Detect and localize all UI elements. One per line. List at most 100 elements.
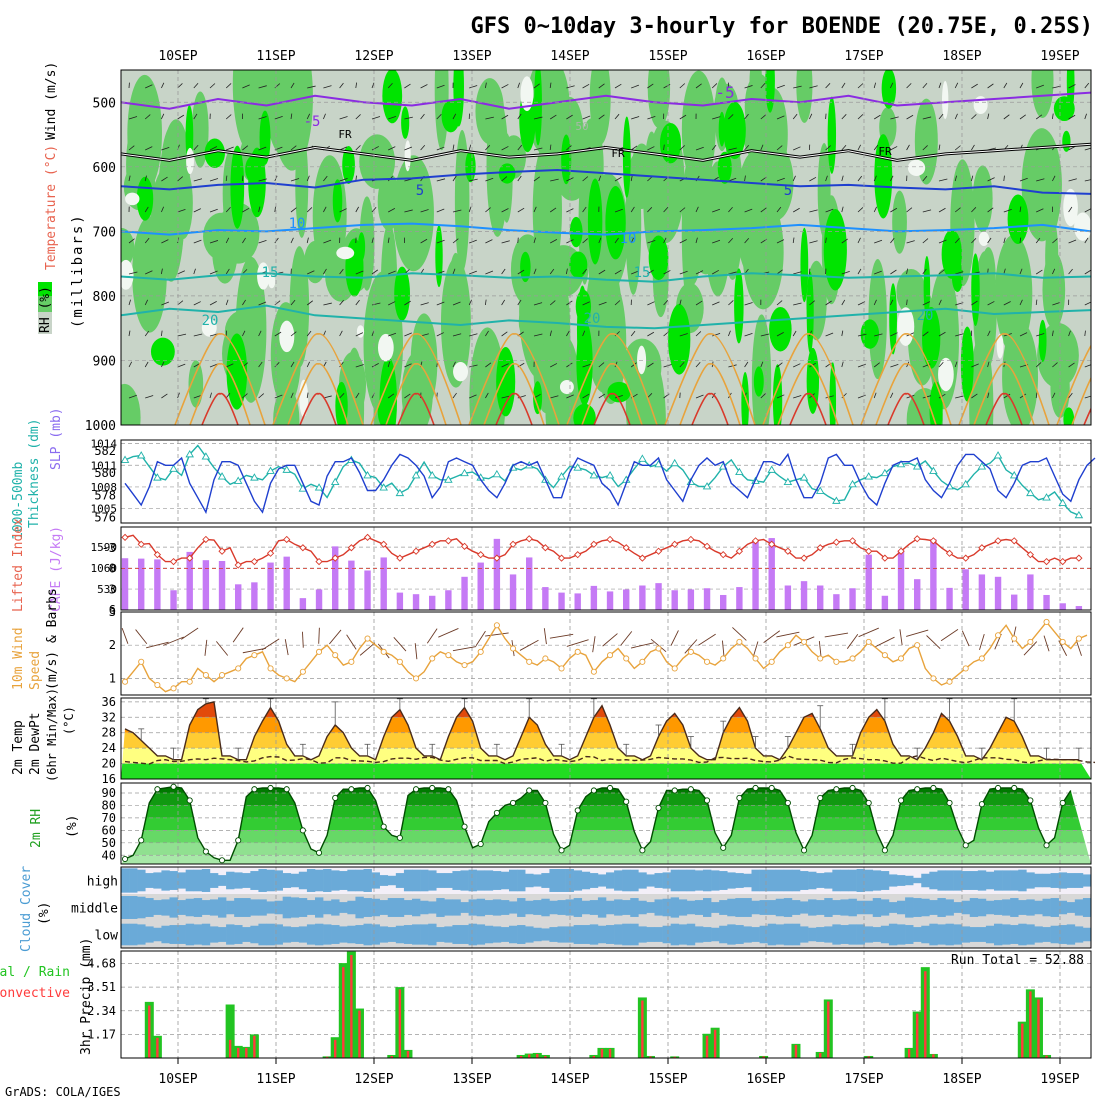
cloud-low-cell bbox=[1002, 924, 1011, 945]
cape-bar bbox=[380, 557, 387, 610]
wind-barb bbox=[631, 84, 640, 89]
cloud-high-cell bbox=[921, 873, 930, 888]
wind-barb bbox=[793, 271, 802, 275]
cloud-high-cell bbox=[1010, 870, 1019, 891]
surface-temp-contour bbox=[201, 392, 239, 425]
bottom-date-label: 12SEP bbox=[354, 1072, 393, 1087]
cloud-high-cell bbox=[1074, 873, 1084, 888]
wind-barb bbox=[533, 83, 540, 89]
wind-speed-point bbox=[849, 655, 856, 662]
rh-point bbox=[509, 799, 517, 806]
wind-barb bbox=[144, 299, 149, 306]
cloud-low-cell bbox=[1066, 924, 1076, 945]
cape-tick-label: 530 bbox=[97, 583, 117, 596]
wind-barb bbox=[793, 85, 802, 89]
wind-barb bbox=[776, 394, 785, 399]
wind-barb bbox=[485, 177, 494, 182]
cape-bar bbox=[429, 595, 436, 610]
wind-speed-point bbox=[623, 655, 630, 662]
rh-saturated-patch bbox=[717, 151, 732, 184]
axis-tick-label: 24 bbox=[102, 741, 116, 755]
wind-barb bbox=[209, 363, 218, 368]
cloud-high-cell bbox=[282, 873, 292, 888]
wind-barb bbox=[566, 145, 572, 151]
wind-barb bbox=[906, 207, 913, 213]
axis-tick-label: 16 bbox=[102, 772, 116, 786]
wind-speed-point bbox=[364, 635, 371, 642]
cloud-high-cell bbox=[242, 873, 251, 888]
wind-barb bbox=[647, 207, 653, 213]
cloud-high-cell bbox=[800, 871, 809, 890]
lifted-index-point bbox=[897, 547, 905, 555]
cloud-middle-cell bbox=[331, 899, 340, 916]
wind-barb bbox=[258, 330, 262, 337]
axis-tick-label: 60 bbox=[102, 823, 116, 837]
rh-saturated-patch bbox=[150, 337, 175, 366]
cloud-high-cell bbox=[541, 873, 550, 888]
cloud-middle-cell bbox=[775, 898, 785, 917]
wind-barb bbox=[1003, 393, 1011, 399]
wind-barb bbox=[549, 114, 557, 120]
rh-point bbox=[558, 847, 565, 854]
axis-tick-label: 6 bbox=[109, 603, 116, 617]
wind-barb bbox=[906, 299, 908, 306]
rh-saturated-patch bbox=[394, 266, 411, 321]
cloud-middle-cell bbox=[193, 898, 203, 917]
cape-bar bbox=[218, 560, 226, 610]
surface-barb bbox=[163, 636, 184, 646]
rh-point bbox=[703, 797, 711, 804]
rh-point bbox=[930, 784, 937, 792]
cloud-middle-cell bbox=[945, 899, 954, 916]
rh-point bbox=[299, 827, 306, 834]
cape-bar bbox=[946, 587, 953, 610]
surface-barb bbox=[242, 647, 266, 654]
rh-moist-patch bbox=[434, 70, 449, 151]
wind-barb bbox=[161, 206, 165, 213]
cloud-middle-cell bbox=[339, 902, 348, 913]
axis-tick-label: -3 bbox=[102, 541, 116, 555]
cloud-high-cell bbox=[517, 869, 526, 892]
wind-barb bbox=[469, 178, 478, 182]
wind-barb bbox=[225, 299, 229, 306]
bottom-date-label: 16SEP bbox=[746, 1072, 785, 1087]
cloud-middle-cell bbox=[226, 900, 235, 915]
wind-barb bbox=[922, 175, 928, 182]
cloud-middle-cell bbox=[719, 900, 728, 915]
wind-barb bbox=[485, 239, 493, 244]
wind-barb bbox=[695, 300, 703, 306]
wind-barb bbox=[1019, 393, 1027, 399]
wind-barb bbox=[825, 208, 834, 213]
wind-barb bbox=[371, 269, 379, 275]
axis-tick-label: 32 bbox=[102, 710, 116, 724]
rh-moist-patch bbox=[972, 165, 993, 233]
precip-convective-bar bbox=[713, 1029, 717, 1058]
cloud-high-cell bbox=[767, 869, 777, 892]
wind-barb bbox=[290, 237, 294, 244]
rh-moist-patch bbox=[756, 143, 794, 221]
cloud-high-cell bbox=[339, 871, 348, 890]
wind-barb bbox=[161, 330, 163, 337]
thickness-point bbox=[1009, 471, 1019, 479]
top-date-label: 10SEP bbox=[158, 49, 197, 64]
cloud-middle-cell bbox=[606, 900, 615, 915]
rh-moist-patch bbox=[1031, 70, 1054, 118]
cape-bar bbox=[267, 562, 274, 610]
axis-tick-label: 40 bbox=[102, 848, 116, 862]
cloud-low-cell bbox=[888, 923, 898, 946]
precip-convective-bar bbox=[228, 1039, 232, 1058]
surface-barb bbox=[204, 639, 208, 656]
wind-barb bbox=[387, 82, 393, 89]
cape-bar bbox=[396, 592, 404, 610]
wind-barb bbox=[809, 209, 818, 213]
lifted-index-point bbox=[768, 540, 776, 548]
wind-barb bbox=[874, 239, 883, 244]
wind-barb bbox=[1035, 237, 1041, 244]
rh-point bbox=[736, 794, 743, 802]
cloud-middle-cell bbox=[759, 900, 768, 915]
wind-speed-point bbox=[461, 662, 468, 669]
cloud-middle-cell bbox=[177, 900, 186, 915]
cloud-low-cell bbox=[1010, 925, 1019, 944]
wind-barb bbox=[323, 268, 327, 275]
